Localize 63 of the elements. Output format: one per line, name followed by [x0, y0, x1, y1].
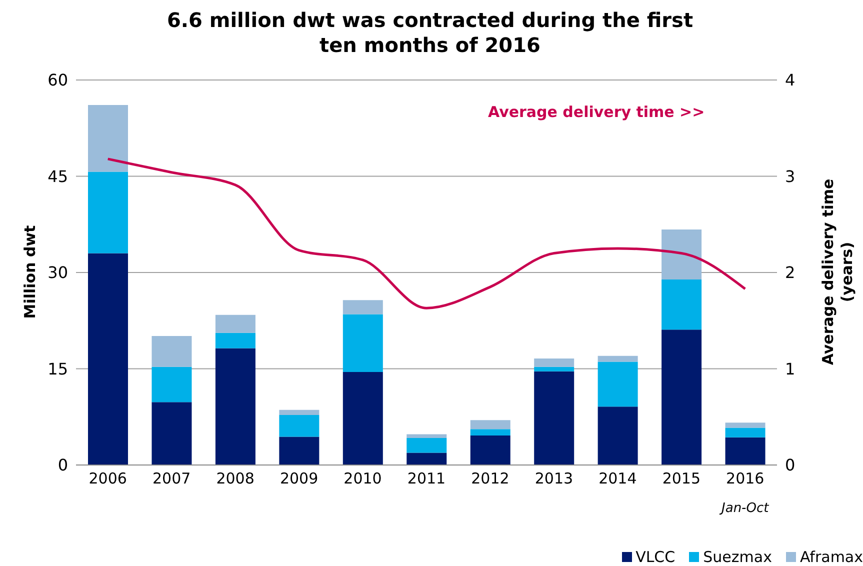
- bar: [279, 436, 320, 465]
- text: Jan-Oct: [718, 501, 770, 516]
- bar: [88, 253, 128, 465]
- bar: [215, 348, 256, 465]
- x-tick-label: 2010: [344, 470, 382, 488]
- y-tick-label: 0: [58, 456, 68, 475]
- bar: [152, 336, 192, 367]
- bar: [152, 366, 192, 402]
- bar: [725, 422, 766, 428]
- bar: [534, 366, 574, 372]
- x-tick-label: 2013: [534, 470, 574, 488]
- x-tick-label: 2016: [726, 470, 764, 488]
- y-tick-label: 15: [48, 359, 68, 378]
- bar: [470, 420, 510, 430]
- y-tick-label: 45: [48, 166, 68, 186]
- x-tick-label: 2006: [88, 470, 127, 488]
- bar: [342, 372, 383, 465]
- x-tick-label: 2015: [662, 470, 701, 488]
- y2-tick-label: 2: [785, 263, 796, 282]
- bar: [406, 434, 447, 438]
- bar: [215, 314, 256, 333]
- bar: [279, 414, 320, 437]
- chart-title: 6.6 million dwt was contracted during the first ten months of 2016: [166, 8, 694, 58]
- bar: [215, 332, 256, 348]
- bar: [725, 437, 766, 465]
- bar: [470, 435, 510, 465]
- bar: [598, 356, 638, 362]
- bar: [662, 280, 702, 330]
- bar: [406, 452, 447, 465]
- line-series: [106, 158, 746, 310]
- legend-label: VLCC: [634, 548, 676, 566]
- y2-tick-label: 1: [785, 359, 796, 378]
- bar: [152, 402, 192, 465]
- x-tick-label: 2011: [407, 470, 446, 488]
- bar: [342, 314, 383, 372]
- x-tick-label: 2008: [216, 470, 254, 488]
- bar: [279, 410, 320, 415]
- y-tick-label: 30: [48, 263, 68, 282]
- y2-tick-label: 4: [785, 70, 796, 90]
- bar: [662, 230, 702, 280]
- bar: [88, 172, 128, 254]
- annotation: Average delivery time >>: [488, 103, 705, 121]
- bar: [725, 428, 766, 438]
- bar: [88, 105, 128, 172]
- x-tick-label: 2012: [471, 470, 510, 488]
- bar: [470, 429, 510, 436]
- bar: [598, 362, 638, 407]
- y-tick-label: 60: [48, 70, 68, 90]
- legend-label: Suezmax: [702, 548, 772, 566]
- legend-label: Aframax: [798, 548, 863, 566]
- y2-tick-label: 0: [785, 456, 796, 475]
- y2-axis-title: Average delivery time (years): [819, 177, 857, 367]
- bar: [598, 406, 638, 465]
- x-tick-label: 2009: [280, 470, 318, 488]
- bar: [534, 358, 574, 367]
- bar: [342, 300, 383, 314]
- x-tick-label: 2007: [152, 470, 191, 488]
- bar: [662, 330, 702, 465]
- y2-tick-label: 3: [785, 166, 796, 186]
- y-axis-title: Million dwt: [21, 224, 39, 320]
- bar: [406, 438, 447, 453]
- x-tick-label: 2014: [598, 470, 637, 488]
- bar: [534, 371, 574, 465]
